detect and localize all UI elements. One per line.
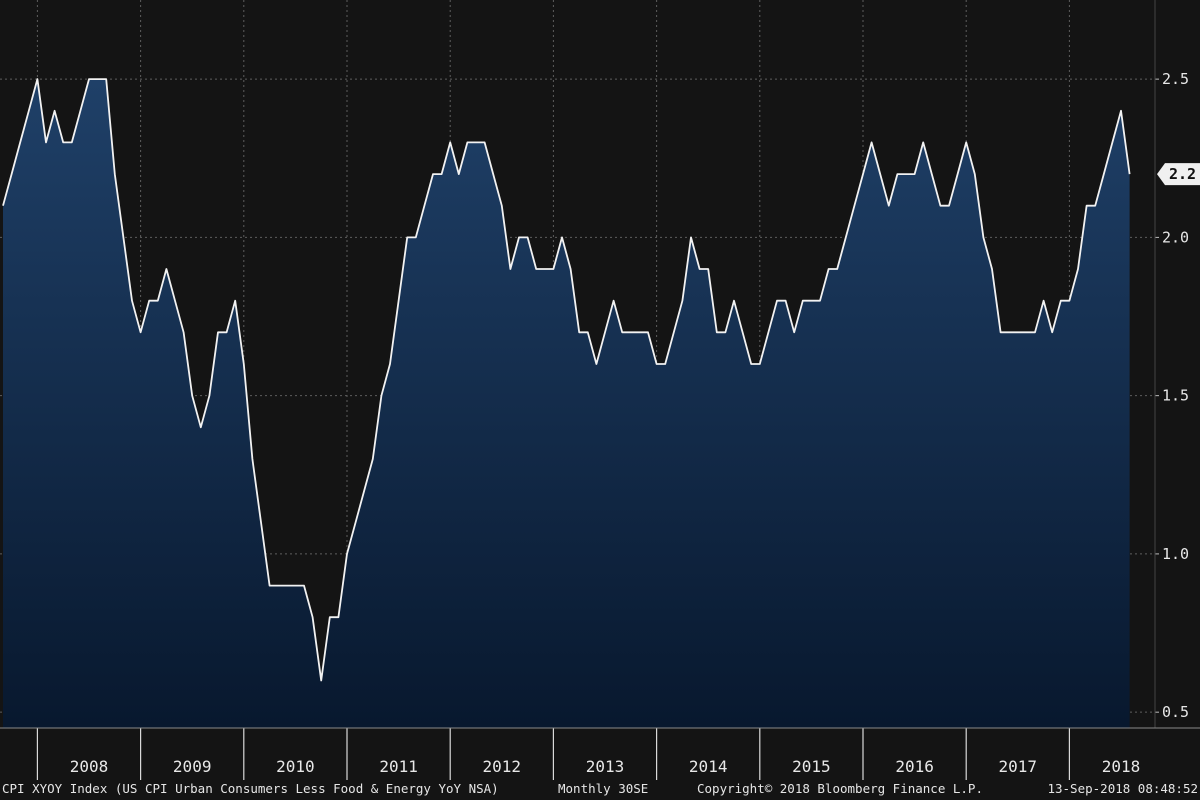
- x-tick-label: 2011: [379, 757, 418, 776]
- footer-periodicity: Monthly 30SE: [558, 781, 648, 796]
- x-tick-label: 2013: [586, 757, 625, 776]
- y-tick-label: 2.5: [1162, 70, 1189, 88]
- x-tick-label: 2010: [276, 757, 315, 776]
- footer-security: CPI XYOY Index (US CPI Urban Consumers L…: [2, 781, 499, 796]
- x-tick-label: 2016: [895, 757, 934, 776]
- x-axis: 2008 2009 2010 2011 2012 2013 2014 2015 2016 2017…: [0, 727, 1200, 780]
- y-tick-label: 0.5: [1162, 703, 1189, 721]
- x-tick-label: 2009: [173, 757, 212, 776]
- x-tick-label: 2008: [70, 757, 109, 776]
- footer-copyright: Copyright© 2018 Bloomberg Finance L.P.: [697, 781, 983, 796]
- x-tick-label: 2017: [999, 757, 1038, 776]
- x-tick-label: 2018: [1102, 757, 1141, 776]
- x-tick-label: 2014: [689, 757, 728, 776]
- x-tick-label: 2015: [792, 757, 831, 776]
- y-tick-label: 2.0: [1162, 228, 1189, 246]
- x-tick-label: 2012: [483, 757, 522, 776]
- last-value-marker: 2.2: [1157, 163, 1200, 186]
- last-value-label: 2.2: [1169, 165, 1196, 183]
- series-area: [3, 79, 1130, 729]
- footer-timestamp: 13-Sep-2018 08:48:52: [1047, 781, 1198, 796]
- last-value-tag: [1157, 163, 1200, 186]
- y-tick-label: 1.0: [1162, 545, 1189, 563]
- series-line: [2, 78, 1131, 682]
- y-tick-label: 1.5: [1162, 387, 1189, 405]
- footer: CPI XYOY Index (US CPI Urban Consumers L…: [2, 781, 1198, 796]
- y-axis: 0.5 1.0 1.5 2.0 2.5: [1154, 0, 1189, 728]
